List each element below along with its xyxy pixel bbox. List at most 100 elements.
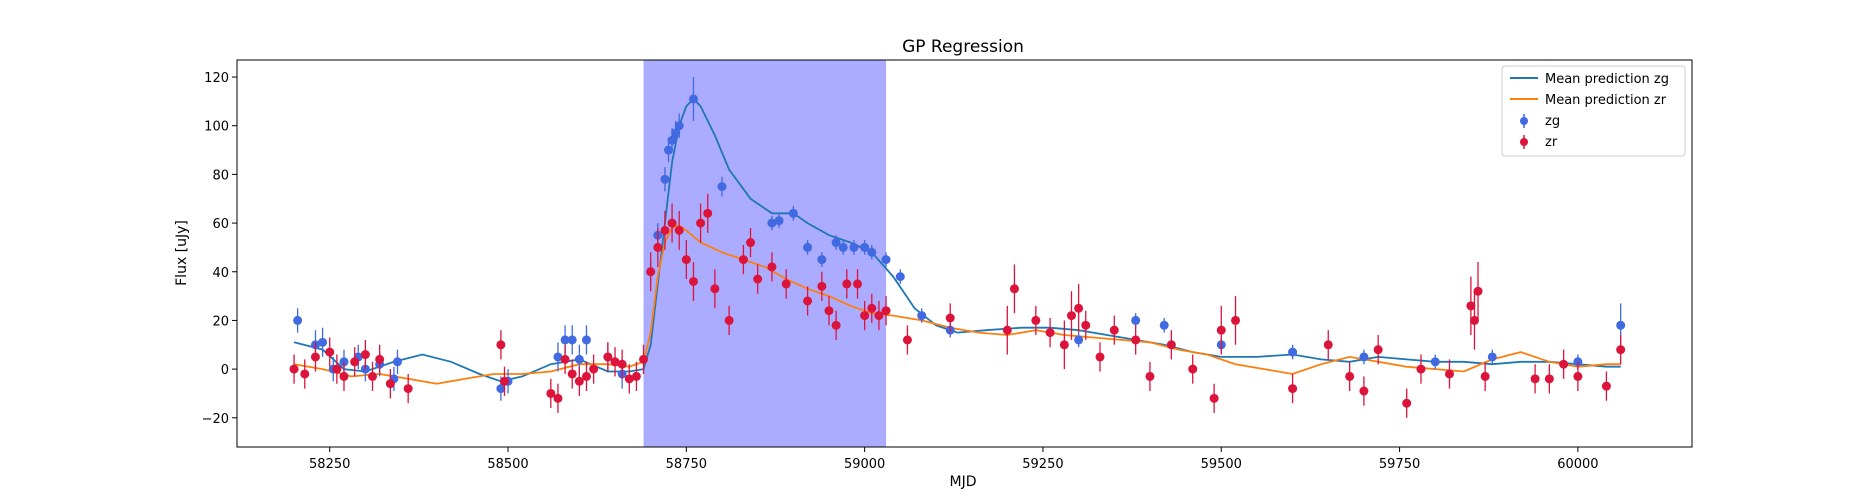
point-zg-39 (895, 269, 905, 284)
point-zg-49 (1487, 349, 1497, 365)
point-zr-37 (724, 305, 734, 336)
point-zr-57 (1031, 305, 1041, 336)
marker-zg-49 (1487, 352, 1497, 362)
point-zr-10 (385, 369, 395, 399)
point-zr-17 (567, 359, 577, 389)
point-zr-18 (574, 366, 584, 396)
point-zr-63 (1095, 342, 1105, 372)
point-zr-52 (881, 296, 891, 326)
point-zr-39 (746, 227, 756, 258)
legend-label-zg: zg (1545, 114, 1560, 129)
legend-label-zr-line: Mean prediction zr (1545, 93, 1667, 108)
marker-zr-89 (1616, 345, 1626, 355)
point-zr-3 (325, 337, 335, 367)
marker-zr-12 (496, 340, 506, 350)
point-zg-38 (881, 252, 891, 267)
legend-swatch-zr-marker (1520, 138, 1528, 146)
marker-zg-40 (917, 311, 927, 321)
x-tick-label-0: 58250 (309, 457, 350, 472)
marker-zr-0 (289, 364, 299, 374)
marker-zr-34 (696, 218, 706, 228)
point-zr-78 (1416, 354, 1426, 384)
marker-zr-71 (1231, 315, 1241, 325)
point-zg-0 (293, 308, 303, 333)
y-tick-label-3: 40 (212, 266, 229, 281)
marker-zr-46 (831, 320, 841, 330)
marker-zr-64 (1109, 325, 1119, 335)
marker-zr-85 (1544, 374, 1554, 384)
marker-zg-46 (1288, 347, 1298, 357)
point-zg-16 (581, 325, 591, 355)
point-zr-55 (1002, 305, 1012, 355)
point-zr-9 (375, 344, 385, 374)
marker-zr-51 (874, 311, 884, 321)
prediction-lines (293, 97, 1621, 385)
marker-zr-18 (574, 376, 584, 386)
marker-zg-38 (881, 255, 891, 265)
y-tick-label-5: 80 (212, 168, 229, 183)
marker-zr-43 (803, 296, 813, 306)
marker-zg-13 (560, 335, 570, 345)
point-zr-28 (653, 227, 663, 267)
point-zg-33 (831, 235, 841, 250)
y-tick-label-4: 60 (212, 217, 229, 232)
marker-zr-19 (581, 371, 591, 381)
highlighted-region (643, 60, 887, 447)
marker-zr-22 (610, 357, 620, 367)
point-zr-23 (617, 349, 627, 379)
marker-zg-0 (293, 315, 303, 325)
point-zr-51 (874, 300, 884, 331)
marker-zr-72 (1288, 384, 1298, 394)
marker-zg-47 (1359, 352, 1369, 362)
point-zr-44 (817, 271, 827, 301)
legend-label-zg-line: Mean prediction zg (1545, 72, 1669, 87)
point-zr-11 (403, 373, 413, 404)
point-zr-14 (546, 378, 556, 409)
point-zg-31 (803, 240, 813, 255)
marker-zg-32 (817, 255, 827, 265)
point-zr-1 (300, 359, 310, 389)
point-zr-45 (824, 296, 834, 326)
marker-zr-86 (1559, 359, 1569, 369)
point-zr-24 (624, 364, 634, 394)
marker-zr-58 (1045, 328, 1055, 338)
marker-zr-56 (1009, 284, 1019, 294)
point-zg-47 (1359, 349, 1369, 365)
point-zg-28 (767, 215, 777, 231)
y-axis-ticks: −20 0 20 40 60 80 100 120 (202, 71, 237, 427)
marker-zr-50 (867, 303, 877, 313)
marker-zr-38 (738, 255, 748, 265)
marker-zg-30 (788, 208, 798, 218)
point-zr-75 (1359, 376, 1369, 406)
marker-zr-80 (1466, 301, 1476, 311)
legend-swatch-zg-marker (1520, 117, 1528, 125)
marker-zr-13 (499, 376, 509, 386)
marker-zr-83 (1480, 371, 1490, 381)
point-zr-64 (1109, 315, 1119, 345)
marker-zr-57 (1031, 315, 1041, 325)
marker-zg-44 (1159, 320, 1169, 330)
point-zg-48 (1430, 354, 1440, 370)
y-tick-label-6: 100 (204, 120, 229, 135)
x-tick-label-7: 60000 (1557, 457, 1598, 472)
point-zr-48 (853, 269, 863, 299)
marker-zr-30 (667, 218, 677, 228)
point-zg-14 (567, 325, 577, 355)
marker-zr-1 (300, 369, 310, 379)
point-zr-65 (1131, 325, 1141, 355)
point-zr-82 (1473, 262, 1483, 321)
marker-zr-2 (310, 352, 320, 362)
marker-zr-67 (1166, 340, 1176, 350)
point-zr-77 (1402, 388, 1412, 418)
marker-zg-31 (803, 242, 813, 252)
marker-zr-82 (1473, 286, 1483, 296)
x-tick-label-4: 59250 (1022, 457, 1063, 472)
marker-zr-61 (1074, 303, 1084, 313)
marker-zr-10 (385, 379, 395, 389)
marker-zr-48 (853, 279, 863, 289)
point-zr-29 (660, 210, 670, 250)
marker-zg-34 (838, 242, 848, 252)
marker-zg-48 (1430, 357, 1440, 367)
point-zr-41 (767, 252, 777, 282)
marker-zg-2 (318, 337, 328, 347)
